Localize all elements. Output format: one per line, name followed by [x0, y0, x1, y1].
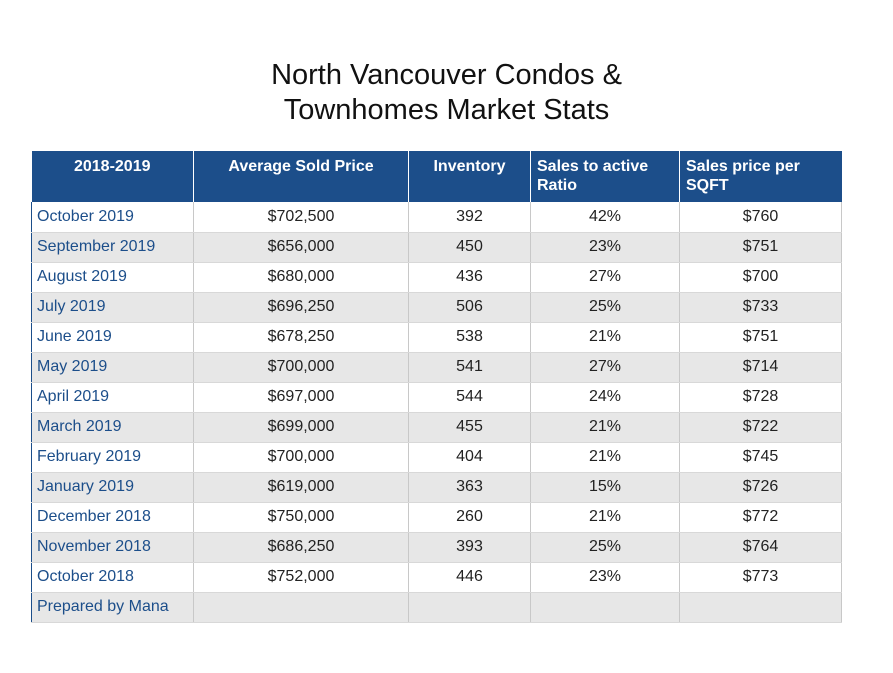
- cell-period: April 2019: [31, 382, 194, 413]
- cell-sales-to-active-ratio: 21%: [530, 502, 680, 533]
- cell-sales-price-per-sqft: $728: [679, 382, 842, 413]
- header-row: 2018-2019 Average Sold Price Inventory S…: [31, 151, 842, 202]
- cell-period: September 2019: [31, 232, 194, 263]
- cell-period: November 2018: [31, 532, 194, 563]
- cell-period: June 2019: [31, 322, 194, 353]
- cell-sales-to-active-ratio: 27%: [530, 352, 680, 383]
- cell-average-sold-price: $702,500: [193, 202, 409, 233]
- cell-sales-price-per-sqft: $773: [679, 562, 842, 593]
- cell-average-sold-price: $678,250: [193, 322, 409, 353]
- column-header-average-sold-price: Average Sold Price: [193, 151, 409, 202]
- cell-sales-price-per-sqft: $764: [679, 532, 842, 563]
- cell-average-sold-price: $699,000: [193, 412, 409, 443]
- cell-inventory: 541: [408, 352, 531, 383]
- cell-sales-to-active-ratio: 25%: [530, 292, 680, 323]
- table-body: October 2019 $702,500 392 42% $760 September …: [31, 202, 842, 623]
- table-row: March 2019 $699,000 455 21% $722: [31, 412, 842, 443]
- table-row: October 2019 $702,500 392 42% $760: [31, 202, 842, 233]
- cell-period: March 2019: [31, 412, 194, 443]
- table-row: April 2019 $697,000 544 24% $728: [31, 382, 842, 413]
- cell-sales-to-active-ratio: 21%: [530, 442, 680, 473]
- table-row: January 2019 $619,000 363 15% $726: [31, 472, 842, 503]
- cell-sales-price-per-sqft: $772: [679, 502, 842, 533]
- cell-sales-to-active-ratio: 27%: [530, 262, 680, 293]
- table-row: February 2019 $700,000 404 21% $745: [31, 442, 842, 473]
- cell-average-sold-price: $696,250: [193, 292, 409, 323]
- table-row: June 2019 $678,250 538 21% $751: [31, 322, 842, 353]
- cell-inventory: 506: [408, 292, 531, 323]
- cell-period: May 2019: [31, 352, 194, 383]
- table-header: 2018-2019 Average Sold Price Inventory S…: [31, 151, 842, 202]
- cell-period: October 2019: [31, 202, 194, 233]
- column-header-period: 2018-2019: [31, 151, 194, 202]
- cell-period: January 2019: [31, 472, 194, 503]
- cell-sales-to-active-ratio: 25%: [530, 532, 680, 563]
- cell-period: December 2018: [31, 502, 194, 533]
- chart-title: North Vancouver Condos & Townhomes Marke…: [0, 58, 893, 128]
- cell-sales-price-per-sqft: $700: [679, 262, 842, 293]
- cell-sales-to-active-ratio: 42%: [530, 202, 680, 233]
- cell-inventory: 544: [408, 382, 531, 413]
- empty-footer-cell: [679, 592, 842, 623]
- footer-row: Prepared by Mana: [31, 592, 842, 623]
- empty-footer-cell: [530, 592, 680, 623]
- cell-inventory: 450: [408, 232, 531, 263]
- cell-inventory: 404: [408, 442, 531, 473]
- column-header-inventory: Inventory: [408, 151, 531, 202]
- column-header-sales-price-per-sqft: Sales price per SQFT: [679, 151, 842, 202]
- table-row: July 2019 $696,250 506 25% $733: [31, 292, 842, 323]
- cell-inventory: 393: [408, 532, 531, 563]
- table-row: October 2018 $752,000 446 23% $773: [31, 562, 842, 593]
- cell-inventory: 392: [408, 202, 531, 233]
- cell-average-sold-price: $700,000: [193, 352, 409, 383]
- cell-average-sold-price: $656,000: [193, 232, 409, 263]
- cell-sales-to-active-ratio: 21%: [530, 412, 680, 443]
- cell-sales-price-per-sqft: $733: [679, 292, 842, 323]
- cell-average-sold-price: $750,000: [193, 502, 409, 533]
- cell-average-sold-price: $752,000: [193, 562, 409, 593]
- cell-sales-to-active-ratio: 23%: [530, 562, 680, 593]
- table-row: September 2019 $656,000 450 23% $751: [31, 232, 842, 263]
- chart-title-line-1: North Vancouver Condos &: [271, 59, 622, 91]
- cell-inventory: 446: [408, 562, 531, 593]
- cell-sales-to-active-ratio: 21%: [530, 322, 680, 353]
- cell-inventory: 538: [408, 322, 531, 353]
- cell-average-sold-price: $700,000: [193, 442, 409, 473]
- column-header-sales-to-active-ratio: Sales to active Ratio: [530, 151, 680, 202]
- cell-average-sold-price: $619,000: [193, 472, 409, 503]
- cell-inventory: 455: [408, 412, 531, 443]
- chart-title-line-2: Townhomes Market Stats: [283, 94, 610, 126]
- cell-inventory: 363: [408, 472, 531, 503]
- cell-sales-to-active-ratio: 24%: [530, 382, 680, 413]
- cell-sales-price-per-sqft: $751: [679, 232, 842, 263]
- cell-inventory: 260: [408, 502, 531, 533]
- table-row: August 2019 $680,000 436 27% $700: [31, 262, 842, 293]
- cell-average-sold-price: $686,250: [193, 532, 409, 563]
- market-stats-table: 2018-2019 Average Sold Price Inventory S…: [31, 151, 842, 623]
- cell-period: August 2019: [31, 262, 194, 293]
- cell-sales-price-per-sqft: $714: [679, 352, 842, 383]
- table-row: November 2018 $686,250 393 25% $764: [31, 532, 842, 563]
- cell-sales-price-per-sqft: $760: [679, 202, 842, 233]
- cell-average-sold-price: $680,000: [193, 262, 409, 293]
- cell-sales-price-per-sqft: $751: [679, 322, 842, 353]
- prepared-by-label: Prepared by Mana: [31, 592, 194, 623]
- cell-period: October 2018: [31, 562, 194, 593]
- cell-sales-to-active-ratio: 23%: [530, 232, 680, 263]
- empty-footer-cell: [193, 592, 409, 623]
- cell-sales-price-per-sqft: $722: [679, 412, 842, 443]
- cell-period: February 2019: [31, 442, 194, 473]
- cell-sales-to-active-ratio: 15%: [530, 472, 680, 503]
- cell-sales-price-per-sqft: $745: [679, 442, 842, 473]
- empty-footer-cell: [408, 592, 531, 623]
- table-row: December 2018 $750,000 260 21% $772: [31, 502, 842, 533]
- table-row: May 2019 $700,000 541 27% $714: [31, 352, 842, 383]
- cell-sales-price-per-sqft: $726: [679, 472, 842, 503]
- cell-inventory: 436: [408, 262, 531, 293]
- cell-period: July 2019: [31, 292, 194, 323]
- cell-average-sold-price: $697,000: [193, 382, 409, 413]
